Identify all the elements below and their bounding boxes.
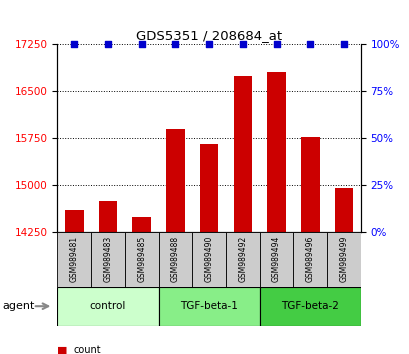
Bar: [65, 210, 83, 232]
Bar: [267, 73, 285, 232]
Bar: [124, 232, 158, 287]
Bar: [91, 232, 124, 287]
Bar: [300, 137, 319, 232]
Bar: [199, 144, 218, 232]
Text: TGF-beta-2: TGF-beta-2: [281, 301, 338, 311]
Point: [340, 41, 346, 47]
Point: [205, 41, 212, 47]
Point: [306, 41, 313, 47]
Bar: [334, 188, 353, 232]
Text: control: control: [90, 301, 126, 311]
Text: GSM989481: GSM989481: [70, 236, 79, 282]
Bar: [158, 287, 259, 326]
Bar: [233, 75, 252, 232]
Bar: [259, 232, 293, 287]
Text: GSM989490: GSM989490: [204, 236, 213, 282]
Point: [172, 41, 178, 47]
Bar: [158, 232, 192, 287]
Bar: [57, 287, 158, 326]
Bar: [132, 217, 151, 232]
Point: [138, 41, 145, 47]
Text: GSM989492: GSM989492: [238, 236, 247, 282]
Text: GSM989483: GSM989483: [103, 236, 112, 282]
Bar: [225, 232, 259, 287]
Bar: [326, 232, 360, 287]
Text: ■: ■: [57, 346, 68, 354]
Bar: [192, 232, 225, 287]
Bar: [57, 232, 91, 287]
Point: [272, 41, 279, 47]
Text: GSM989496: GSM989496: [305, 236, 314, 282]
Point: [239, 41, 245, 47]
Bar: [259, 287, 360, 326]
Text: agent: agent: [2, 301, 34, 311]
Text: GSM989494: GSM989494: [271, 236, 280, 282]
Title: GDS5351 / 208684_at: GDS5351 / 208684_at: [136, 29, 281, 42]
Point: [71, 41, 77, 47]
Bar: [99, 201, 117, 232]
Point: [104, 41, 111, 47]
Bar: [166, 129, 184, 232]
Text: GSM989485: GSM989485: [137, 236, 146, 282]
Text: GSM989488: GSM989488: [171, 236, 180, 282]
Bar: [293, 232, 326, 287]
Text: TGF-beta-1: TGF-beta-1: [180, 301, 238, 311]
Text: GSM989499: GSM989499: [339, 236, 348, 282]
Text: count: count: [74, 346, 101, 354]
